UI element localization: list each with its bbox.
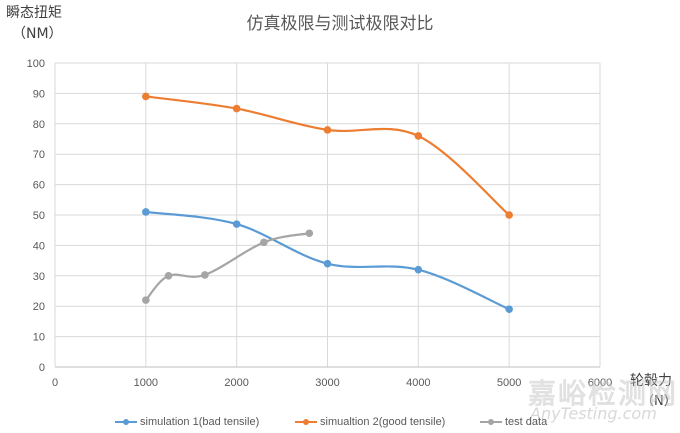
y-axis-unit: （NM） <box>12 26 63 42</box>
data-point <box>260 238 268 247</box>
x-tick-label: 0 <box>52 377 58 389</box>
y-tick-label: 70 <box>33 149 45 161</box>
data-point <box>414 132 423 140</box>
x-axis-unit: （N） <box>641 394 677 409</box>
data-point <box>142 296 150 304</box>
data-point <box>164 272 173 280</box>
y-tick-label: 60 <box>33 180 45 192</box>
x-tick-label: 1000 <box>134 377 158 389</box>
x-tick-label: 6000 <box>588 377 612 389</box>
legend-label: simualtion 2(good tensile) <box>320 416 446 428</box>
y-tick-label: 0 <box>39 362 45 374</box>
x-tick-label: 2000 <box>224 377 248 389</box>
watermark-cn: 嘉峪检测网 <box>528 377 679 410</box>
data-point <box>232 220 241 228</box>
y-tick-label: 50 <box>33 210 45 222</box>
data-point <box>505 305 513 314</box>
data-point <box>305 229 314 238</box>
x-tick-label: 3000 <box>315 377 339 389</box>
y-tick-label: 30 <box>33 271 45 283</box>
y-tick-label: 20 <box>33 301 45 313</box>
data-point <box>323 126 332 134</box>
data-point <box>232 104 241 113</box>
legend-item-1: simulation 1(bad tensile) <box>115 416 259 428</box>
y-tick-label: 100 <box>27 58 45 70</box>
legend-label: simulation 1(bad tensile) <box>140 416 260 428</box>
x-tick-label: 5000 <box>497 377 521 389</box>
series-1 <box>142 208 513 314</box>
data-point <box>414 265 423 274</box>
legend-item-2: simualtion 2(good tensile) <box>295 416 445 428</box>
legend-label: test data <box>505 416 548 428</box>
data-point <box>505 211 513 219</box>
series-2 <box>142 92 513 219</box>
chart-title: 仿真极限与测试极限对比 <box>246 14 434 34</box>
data-point <box>142 208 150 216</box>
legend-marker-icon <box>115 419 137 425</box>
y-axis-title: 瞬态扭矩 <box>6 5 62 21</box>
legend-item-3: test data <box>480 416 547 428</box>
series-3 <box>142 229 314 304</box>
y-tick-label: 80 <box>33 119 45 131</box>
x-axis-title: 轮毂力 <box>630 373 672 389</box>
watermark-en: AnyTesting.com <box>530 404 657 423</box>
x-tick-label: 4000 <box>406 377 430 389</box>
y-tick-label: 40 <box>33 240 45 252</box>
data-point <box>142 92 150 101</box>
y-tick-label: 10 <box>33 332 45 344</box>
data-point <box>323 259 332 268</box>
y-tick-label: 90 <box>33 88 45 100</box>
data-point <box>201 271 209 279</box>
legend-marker-icon <box>480 419 502 425</box>
legend-marker-icon <box>295 419 317 425</box>
